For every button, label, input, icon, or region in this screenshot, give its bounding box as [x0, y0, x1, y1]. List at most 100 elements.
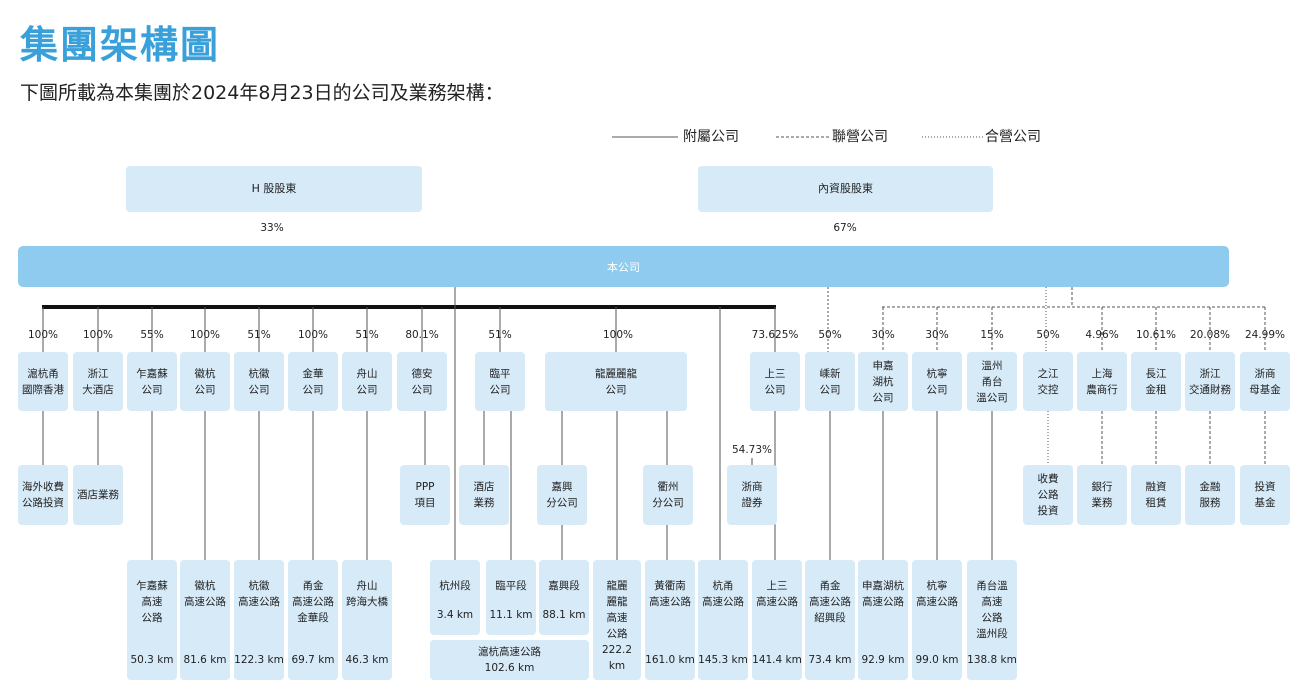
share-label: 100%: [189, 329, 221, 341]
label-line: 乍嘉蘇: [136, 367, 168, 380]
company-bar: 本公司: [18, 246, 1229, 287]
box-label: 乍嘉蘇 高速 公路: [136, 578, 168, 626]
label-line: 銀行: [1091, 481, 1113, 493]
share-label: 30%: [925, 329, 949, 341]
label-line: 湖杭: [872, 375, 894, 388]
label-line: 麗龍: [606, 596, 628, 608]
shareholder-box: 內資股股東: [698, 166, 993, 212]
org-box: 德安 公司: [397, 352, 447, 411]
org-box: 上三 公司: [750, 352, 800, 411]
road-length: 102.6 km: [484, 662, 535, 674]
org-box: 臨平 公司: [475, 352, 525, 411]
label-line: 高速公路: [238, 596, 280, 608]
box-label: 上三 公司: [765, 366, 786, 398]
label-line: 杭寧: [926, 367, 948, 380]
road-length: 3.4 km: [436, 609, 474, 621]
share-label: 51%: [355, 329, 379, 341]
share-label: 73.625%: [751, 329, 799, 341]
box-label: 甬台溫 高速 公路 溫州段: [976, 578, 1008, 642]
label-line: 溫州段: [976, 628, 1008, 640]
shareholder-label: 內資股股東: [818, 182, 873, 195]
label-line: 浙江: [1199, 367, 1221, 380]
org-box: 浙江 交通財務: [1185, 352, 1235, 411]
box-label: 甬金 高速公路 紹興段: [809, 578, 851, 626]
label-line: 公司: [764, 383, 786, 396]
label-line: 母基金: [1249, 383, 1281, 396]
box-label: 酒店業務: [77, 487, 119, 503]
org-box: 龍麗 麗龍 高速 公路 222.2 km: [593, 560, 641, 680]
label-line: 杭州段: [439, 580, 471, 592]
label-line: 公司: [194, 383, 216, 396]
box-label: 浙江 交通財務: [1189, 366, 1231, 398]
box-label: 滬杭甬 國際香港: [22, 366, 64, 398]
label-line: 高速公路: [184, 596, 226, 608]
org-box: 嘉興段 88.1 km: [539, 560, 589, 635]
label-line: 滬杭甬: [27, 367, 59, 380]
label-line: 金租: [1145, 383, 1167, 396]
label-line: 徽杭: [194, 580, 216, 592]
label-line: 臨平段: [495, 580, 527, 592]
box-label: 臨平段: [495, 578, 527, 594]
org-box: 溫州 甬台 溫公司: [967, 352, 1017, 411]
box-label: 杭甬 高速公路: [702, 578, 744, 610]
road-length: 99.0 km: [915, 654, 959, 666]
label-line: 業務: [473, 497, 495, 509]
box-label: 銀行 業務: [1092, 479, 1113, 511]
org-box: 申嘉湖杭 高速公路 92.9 km: [858, 560, 908, 680]
label-line: 交控: [1037, 383, 1059, 396]
label-line: 公司: [248, 383, 270, 396]
label-line: 公司: [302, 383, 324, 396]
label-line: 金融: [1199, 481, 1221, 493]
org-box: 黃衢南 高速公路 161.0 km: [645, 560, 695, 680]
org-box: 杭寧 公司: [912, 352, 962, 411]
box-label: 溫州 甬台 溫公司: [976, 358, 1008, 406]
org-box: 臨平段 11.1 km: [486, 560, 536, 635]
box-label: 滬杭高速公路: [478, 644, 541, 660]
share-label: 55%: [140, 329, 164, 341]
label-line: 溫州: [981, 359, 1003, 372]
box-label: 之江 交控: [1038, 366, 1059, 398]
label-line: 高速公路: [862, 596, 904, 608]
label-line: 嘉興: [551, 481, 573, 493]
box-label: 徽杭 高速公路: [184, 578, 226, 610]
org-box: 上海 農商行: [1077, 352, 1127, 411]
box-label: 黃衢南 高速公路: [649, 578, 691, 610]
road-length: 50.3 km: [130, 654, 174, 666]
label-line: 高速: [606, 612, 628, 624]
share-label: 100%: [602, 329, 634, 341]
title: 集團架構圖: [20, 23, 221, 67]
box-label: 杭寧 公司: [927, 366, 948, 398]
label-line: 證券: [741, 497, 763, 509]
box-label: 臨平 公司: [490, 366, 511, 398]
org-box: 衢州 分公司: [643, 465, 693, 525]
box-label: 融資 租賃: [1146, 479, 1167, 511]
share-label: 4.96%: [1085, 329, 1119, 341]
label-line: 高速: [141, 596, 163, 608]
box-label: 徽杭 公司: [195, 366, 216, 398]
label-line: 杭徽: [248, 367, 270, 380]
org-box: 乍嘉蘇 公司: [127, 352, 177, 411]
label-line: 滬杭高速公路: [478, 646, 541, 658]
label-line: 衢州: [657, 481, 679, 493]
box-label: 海外收費 公路投資: [22, 479, 64, 511]
org-box: 徽杭 公司: [180, 352, 230, 411]
label-line: 舟山: [356, 367, 378, 380]
org-box: 投資 基金: [1240, 465, 1290, 525]
box-label: 嵊新 公司: [820, 366, 841, 398]
share-label: 80.1%: [405, 329, 439, 341]
org-box: 收費 公路 投資: [1023, 465, 1073, 525]
road-length: 92.9 km: [861, 654, 905, 666]
org-box: 金華 公司: [288, 352, 338, 411]
box-label: 長江 金租: [1146, 366, 1167, 398]
road-length: 11.1 km: [489, 609, 533, 621]
road-length: 141.4 km: [752, 654, 802, 666]
label-line: 金華: [302, 367, 324, 380]
box-label: 舟山 跨海大橋: [346, 578, 388, 610]
box-label: 投資 基金: [1255, 479, 1276, 511]
share-label: 54.73%: [731, 444, 773, 456]
box-label: 收費 公路 投資: [1038, 471, 1059, 519]
box-label: PPP 項目: [415, 479, 436, 511]
org-box: 金融 服務: [1185, 465, 1235, 525]
label-line: 甬金: [302, 580, 324, 592]
